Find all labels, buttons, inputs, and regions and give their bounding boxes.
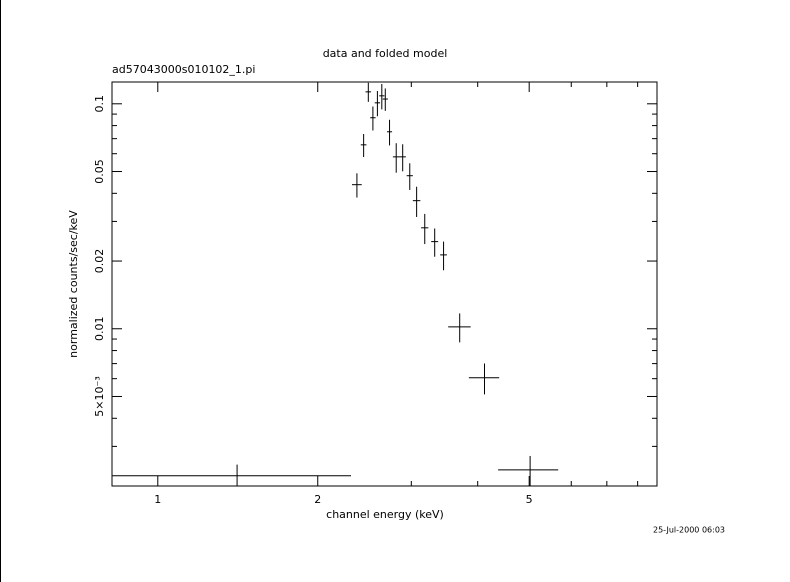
y-tick-label: 0.1 xyxy=(93,95,106,113)
chart-subtitle: ad57043000s010102_1.pi xyxy=(112,63,255,76)
y-tick-label: 5×10⁻³ xyxy=(93,376,106,416)
y-axis-label: normalized counts/sec/keV xyxy=(67,210,80,358)
x-tick-label: 2 xyxy=(314,493,321,506)
y-tick-label: 0.02 xyxy=(93,249,106,274)
chart-title: data and folded model xyxy=(323,47,448,60)
x-tick-label: 1 xyxy=(154,493,161,506)
x-tick-label: 5 xyxy=(526,493,533,506)
x-axis-label: channel energy (keV) xyxy=(326,508,444,521)
y-tick-label: 0.05 xyxy=(93,159,106,184)
timestamp: 25-Jul-2000 06:03 xyxy=(653,526,725,535)
y-tick-label: 0.01 xyxy=(93,317,106,342)
plot-frame xyxy=(111,81,658,487)
